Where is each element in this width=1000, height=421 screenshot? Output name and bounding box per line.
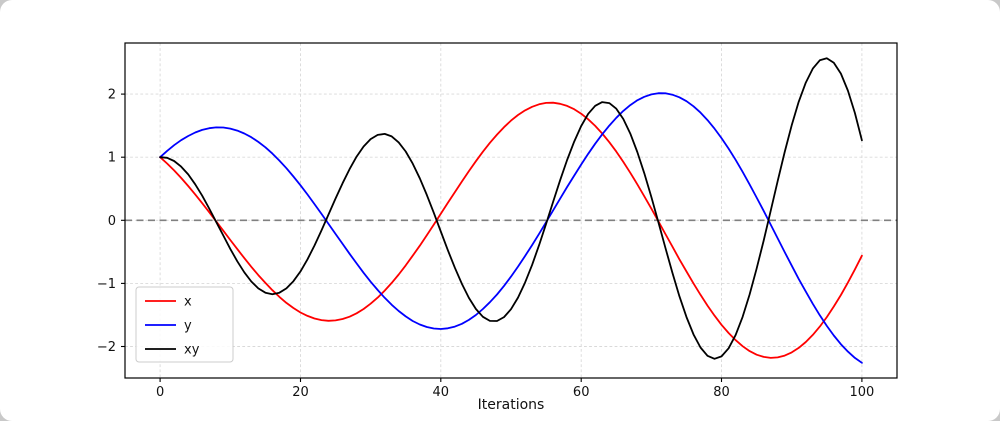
y-tick-label: 1 (108, 151, 116, 166)
y-tick-label: 2 (108, 88, 116, 103)
x-tick-label: 40 (433, 385, 450, 400)
y-tick-label: −1 (97, 277, 116, 292)
series-line-y (159, 92, 863, 364)
legend-label-x: x (184, 295, 192, 310)
x-tick-label: 0 (156, 385, 164, 400)
y-tick-label: 0 (108, 214, 116, 229)
y-tick-label: −2 (97, 340, 116, 355)
legend-label-xy: xy (184, 343, 200, 358)
series-line-x (159, 101, 863, 359)
x-tick-label: 80 (713, 385, 730, 400)
legend-label-y: y (184, 319, 192, 334)
x-tick-label: 60 (573, 385, 590, 400)
x-tick-label: 20 (292, 385, 309, 400)
legend (135, 286, 234, 363)
series-line-xy (159, 57, 863, 360)
x-axis-title: Iterations (478, 397, 545, 413)
x-tick-label: 100 (849, 385, 874, 400)
plot-border (124, 42, 898, 379)
